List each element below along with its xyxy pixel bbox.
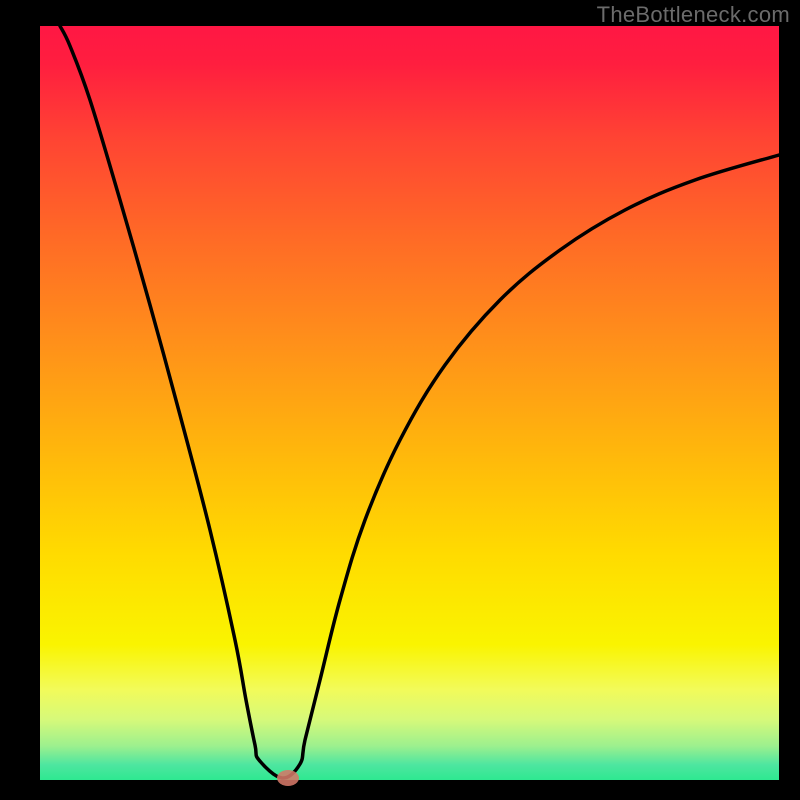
- gradient-background: [40, 26, 779, 780]
- chart-container: TheBottleneck.com: [0, 0, 800, 800]
- vertex-marker: [277, 770, 299, 786]
- watermark-text: TheBottleneck.com: [597, 2, 790, 28]
- chart-svg: [0, 0, 800, 800]
